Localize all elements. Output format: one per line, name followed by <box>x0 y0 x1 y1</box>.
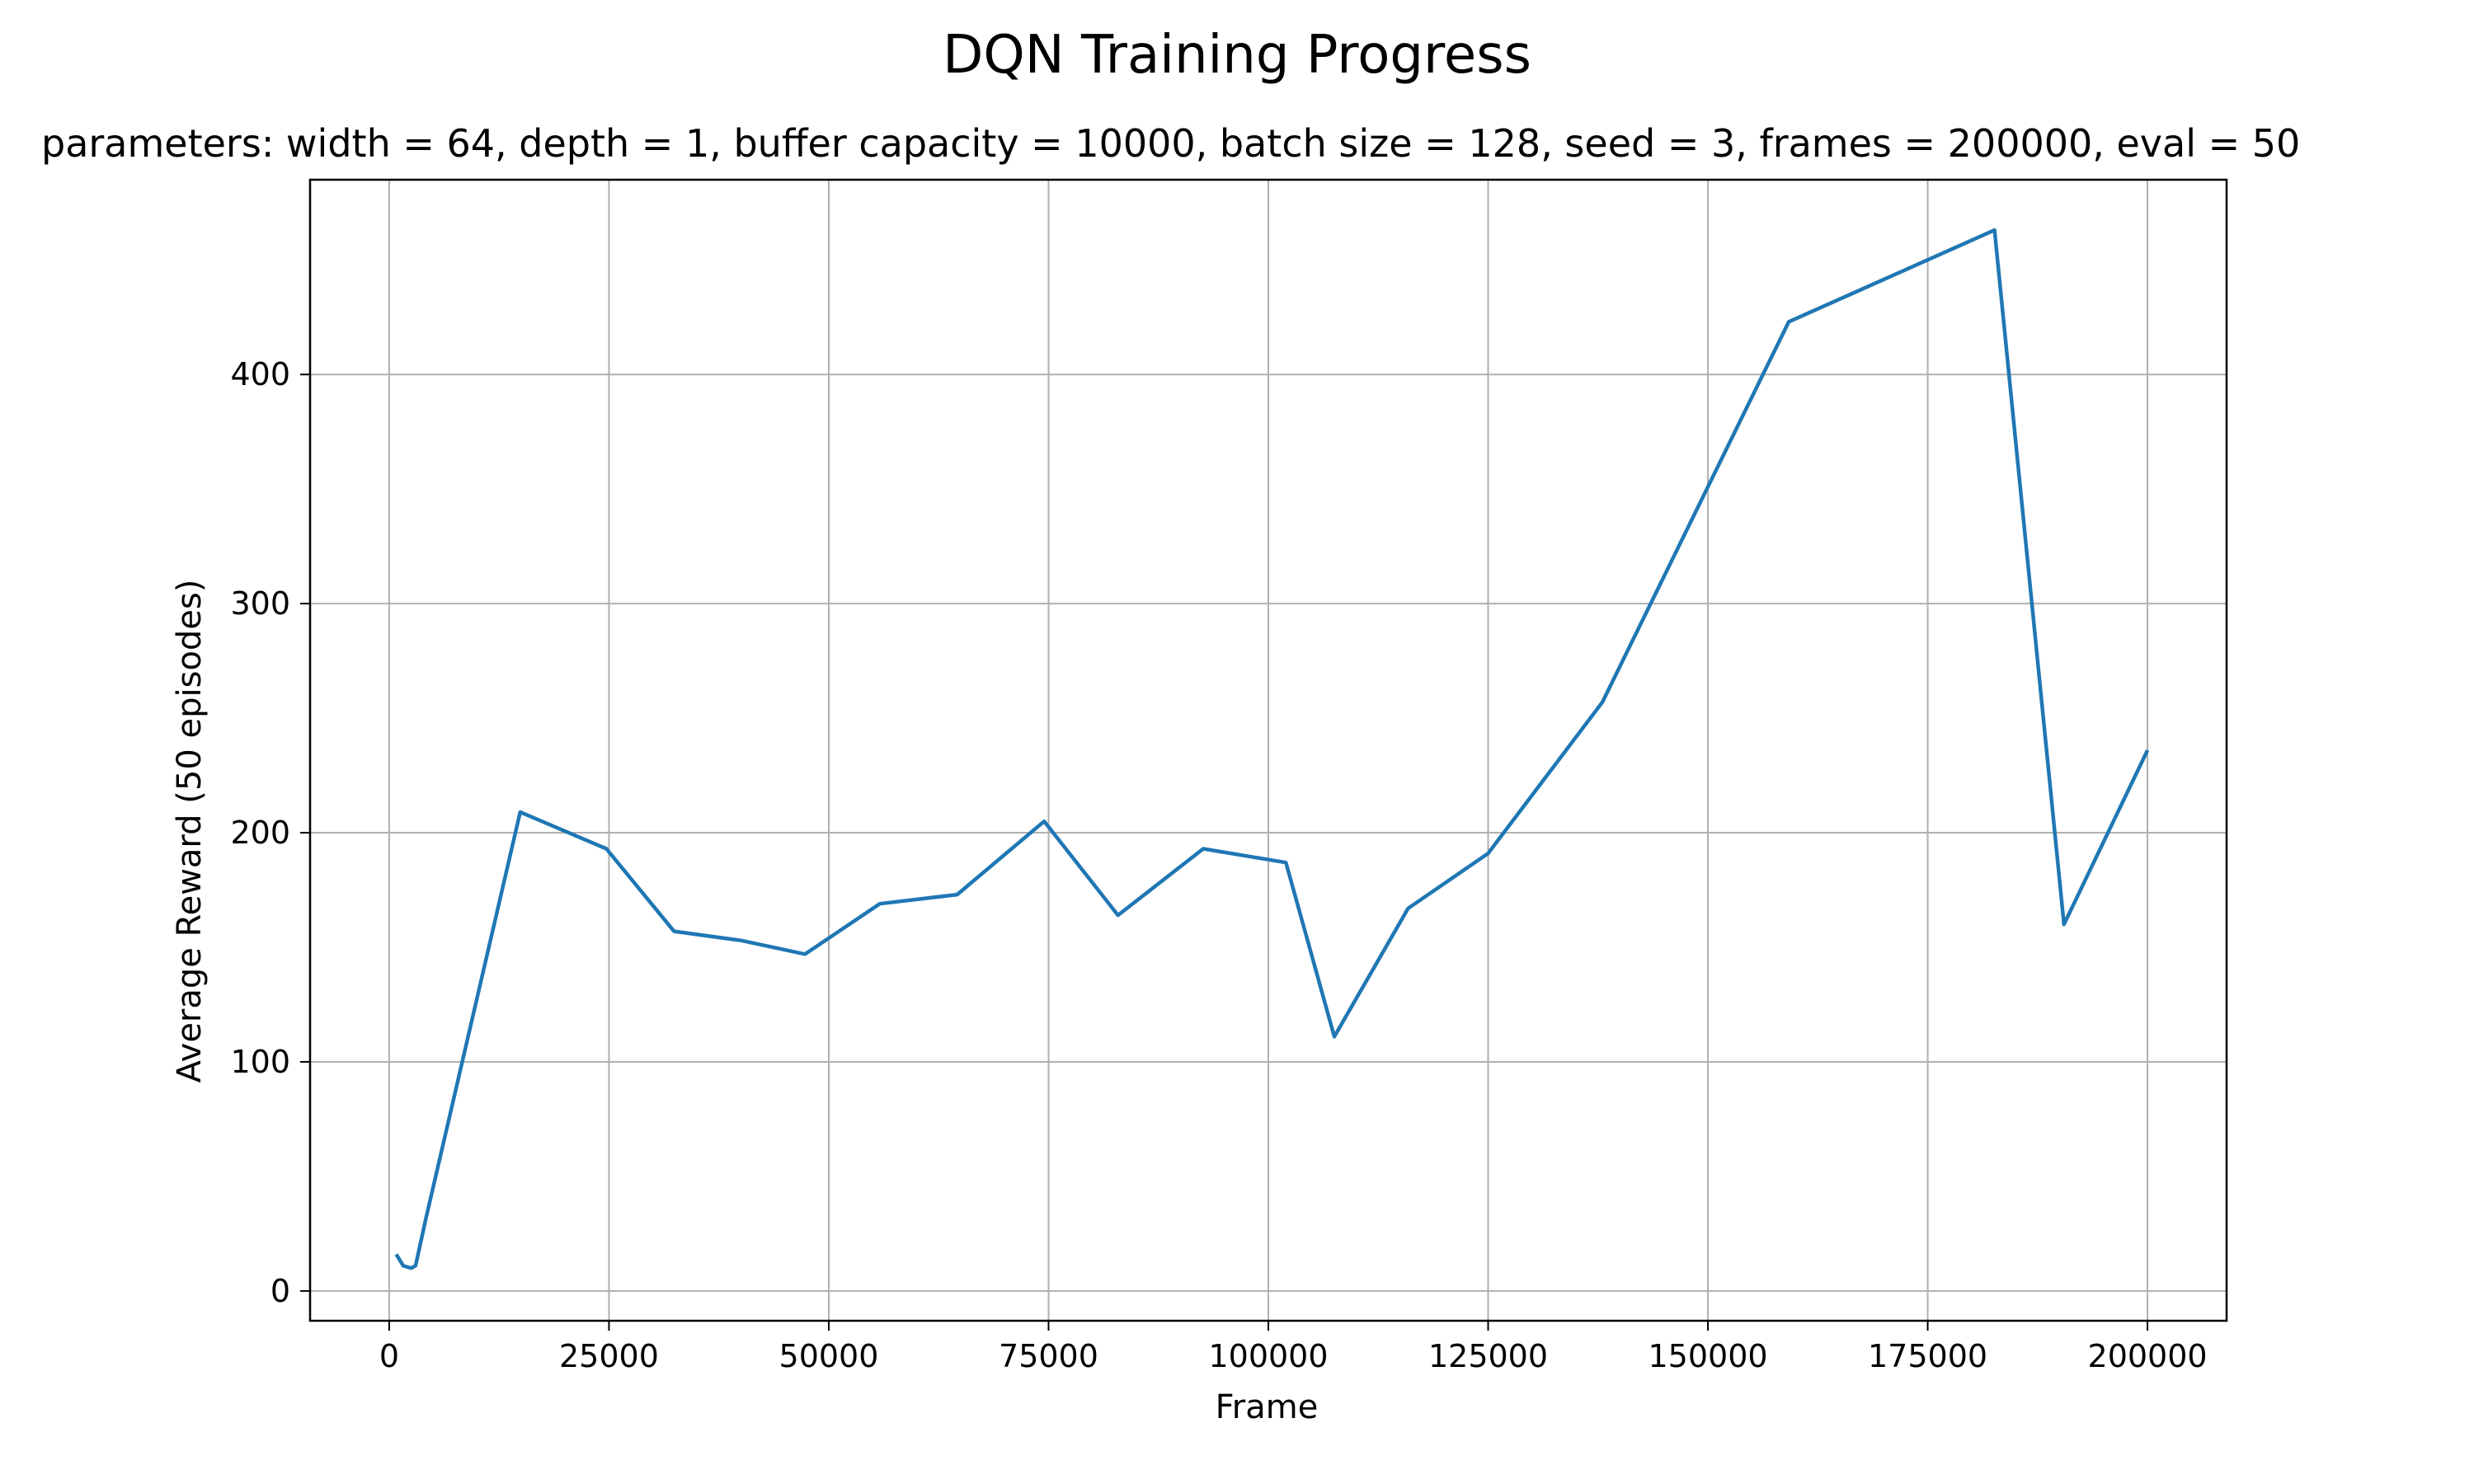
x-axis-label: Frame <box>1216 1388 1319 1426</box>
x-tick-layer: 0 25000 50000 75000 100000 125000 150000 175000… <box>379 1321 2208 1374</box>
y-tick-label: 0 <box>270 1273 290 1309</box>
x-tick-label: 50000 <box>779 1338 879 1374</box>
x-tick-label: 125000 <box>1428 1338 1548 1374</box>
y-tick-label: 100 <box>230 1044 290 1080</box>
y-axis-label: Average Reward (50 episodes) <box>171 580 209 1083</box>
x-tick-label: 0 <box>379 1338 399 1374</box>
series-layer <box>394 228 2150 1270</box>
chart-subtitle: parameters: width = 64, depth = 1, buffe… <box>41 121 2300 166</box>
y-tick-label: 300 <box>230 585 290 622</box>
x-tick-label: 150000 <box>1648 1338 1767 1374</box>
y-tick-label: 200 <box>230 815 290 851</box>
y-tick-label: 400 <box>230 356 290 392</box>
chart-title: DQN Training Progress <box>943 25 1531 86</box>
x-tick-label: 25000 <box>559 1338 659 1374</box>
x-tick-label: 175000 <box>1868 1338 1987 1374</box>
y-tick-layer: 0 100 200 300 400 <box>230 356 310 1309</box>
grid-layer <box>310 180 2227 1321</box>
x-tick-label: 200000 <box>2088 1338 2208 1374</box>
x-tick-label: 100000 <box>1208 1338 1328 1374</box>
series-line <box>394 228 2150 1270</box>
x-tick-label: 75000 <box>999 1338 1098 1374</box>
